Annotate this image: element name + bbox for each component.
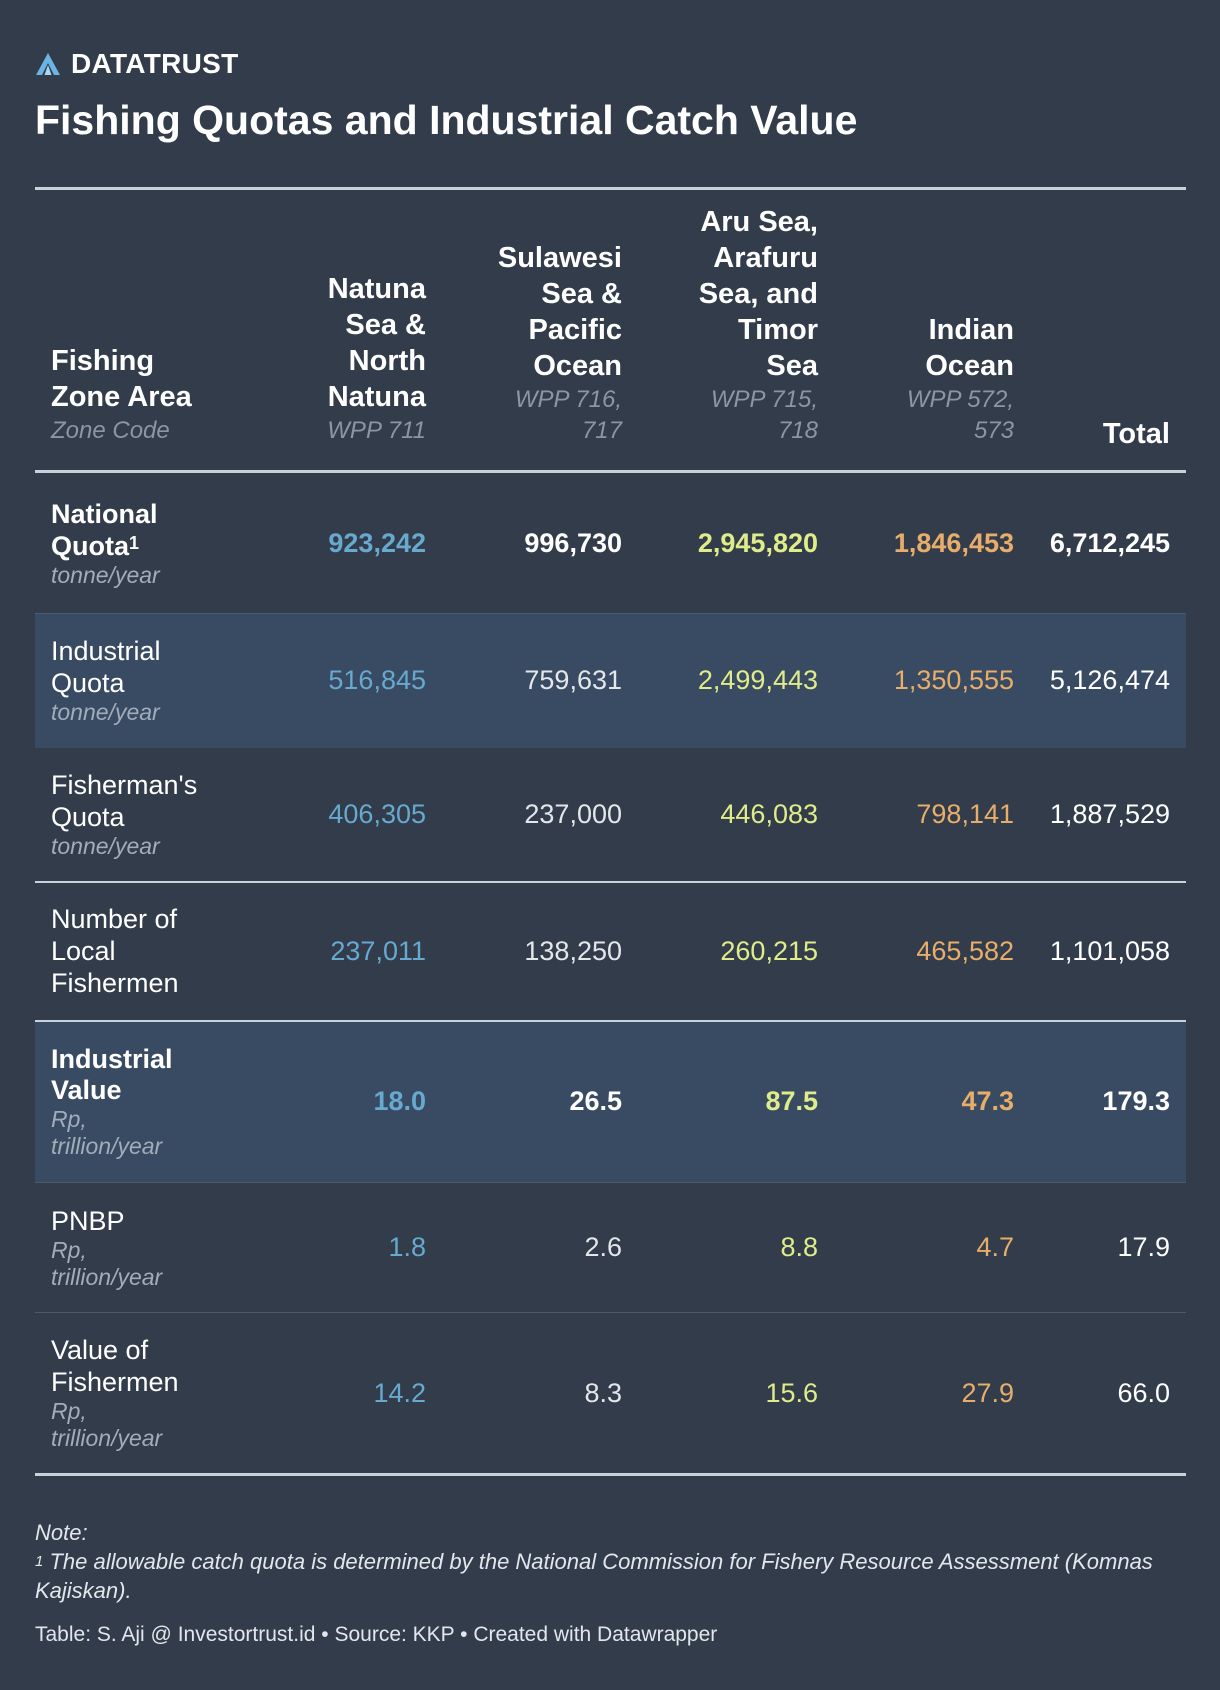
cell-value: 26.5 <box>426 1020 622 1184</box>
cell-value: 237,011 <box>231 881 426 1022</box>
row-label: National Quota <box>51 498 158 561</box>
row-label-cell: PNBP Rp, trillion/year <box>35 1182 231 1314</box>
cell-total: 5,126,474 <box>1014 613 1186 748</box>
cell-value: 2,499,443 <box>622 613 818 748</box>
header-zone-2: Sulawesi Sea & Pacific Ocean WPP 716, 71… <box>426 189 622 472</box>
row-label-cell: Industrial Value Rp, trillion/year <box>35 1020 231 1184</box>
row-label: Industrial Value <box>51 1043 173 1105</box>
cell-total: 1,101,058 <box>1014 881 1186 1022</box>
cell-value: 923,242 <box>231 471 426 615</box>
row-label: Fisherman's Quota <box>51 769 198 832</box>
row-label-cell: Number of Local Fishermen <box>35 881 231 1022</box>
cell-value: 996,730 <box>426 471 622 615</box>
row-value-of-fishermen: Value of Fishermen Rp, trillion/year 14.2… <box>35 1312 1186 1477</box>
note-heading: Note: <box>35 1520 88 1546</box>
notes: Note: 1 The allowable catch quota is det… <box>35 1518 1185 1605</box>
zone-name: Natuna Sea & North Natuna <box>327 273 426 414</box>
row-label-cell: National Quota1 tonne/year <box>35 471 231 615</box>
row-label-cell: Industrial Quota tonne/year <box>35 613 231 748</box>
cell-value: 138,250 <box>426 881 622 1022</box>
header-row: Fishing Zone Area Zone Code Natuna Sea &… <box>35 188 1186 472</box>
zone-name: Aru Sea, Arafuru Sea, and Timor Sea <box>698 206 818 383</box>
zone-code: WPP 716, 717 <box>514 386 622 445</box>
header-sub: Zone Code <box>51 417 170 445</box>
cell-value: 446,083 <box>622 747 818 883</box>
footnote-mark: 1 <box>129 532 140 553</box>
header-fishing-zone: Fishing Zone Area Zone Code <box>35 189 231 472</box>
cell-value: 1,846,453 <box>818 471 1014 615</box>
cell-total: 179.3 <box>1014 1020 1186 1184</box>
row-unit: tonne/year <box>51 699 160 726</box>
row-industrial-quota: Industrial Quota tonne/year 516,845 759,6… <box>35 613 1186 748</box>
zone-name: Sulawesi Sea & Pacific Ocean <box>497 242 622 383</box>
zone-code: WPP 572, 573 <box>906 386 1014 445</box>
cell-total: 1,887,529 <box>1014 747 1186 883</box>
cell-value: 2,945,820 <box>622 471 818 615</box>
footnote-text: The allowable catch quota is determined … <box>35 1549 1153 1604</box>
cell-value: 4.7 <box>818 1182 1014 1314</box>
zone-code: WPP 715, 718 <box>710 386 818 445</box>
footnote: 1 The allowable catch quota is determine… <box>35 1547 1185 1605</box>
zone-name: Indian Ocean <box>925 314 1014 383</box>
cell-total: 17.9 <box>1014 1182 1186 1314</box>
cell-value: 87.5 <box>622 1020 818 1184</box>
brand-name: DATATRUST <box>71 48 239 79</box>
cell-value: 516,845 <box>231 613 426 748</box>
cell-total: 66.0 <box>1014 1312 1186 1477</box>
header-total: Total <box>1102 418 1170 451</box>
header-zone-1: Natuna Sea & North Natuna WPP 711 <box>231 189 426 472</box>
cell-value: 27.9 <box>818 1312 1014 1477</box>
header-label: Fishing Zone Area <box>51 345 192 414</box>
cell-value: 759,631 <box>426 613 622 748</box>
data-table: Fishing Zone Area Zone Code Natuna Sea &… <box>35 187 1186 1477</box>
cell-value: 1,350,555 <box>818 613 1014 748</box>
row-label-cell: Fisherman's Quota tonne/year <box>35 747 231 883</box>
row-fishermans-quota: Fisherman's Quota tonne/year 406,305 237,… <box>35 747 1186 883</box>
cell-total: 6,712,245 <box>1014 471 1186 615</box>
cell-value: 237,000 <box>426 747 622 883</box>
cell-value: 47.3 <box>818 1020 1014 1184</box>
row-label: Industrial Quota <box>51 636 161 699</box>
row-unit: tonne/year <box>51 832 160 859</box>
cell-value: 8.8 <box>622 1182 818 1314</box>
row-label: Number of Local Fishermen <box>51 904 179 999</box>
cell-value: 406,305 <box>231 747 426 883</box>
row-pnbp: PNBP Rp, trillion/year 1.8 2.6 8.8 4.7 17… <box>35 1182 1186 1314</box>
cell-value: 260,215 <box>622 881 818 1022</box>
triangle-logo-icon <box>36 53 60 75</box>
cell-value: 15.6 <box>622 1312 818 1477</box>
row-label: PNBP <box>51 1205 125 1236</box>
row-unit: tonne/year <box>51 561 160 588</box>
cell-value: 2.6 <box>426 1182 622 1314</box>
cell-value: 1.8 <box>231 1182 426 1314</box>
footnote-mark: 1 <box>35 1553 44 1571</box>
row-national-quota: National Quota1 tonne/year 923,242 996,73… <box>35 471 1186 615</box>
header-zone-4: Indian Ocean WPP 572, 573 <box>818 189 1014 472</box>
source-line: Table: S. Aji @ Investortrust.id • Sourc… <box>35 1623 718 1647</box>
header-zone-3: Aru Sea, Arafuru Sea, and Timor Sea WPP … <box>622 189 818 472</box>
row-unit: Rp, trillion/year <box>51 1105 163 1159</box>
brand: DATATRUST <box>35 48 1185 80</box>
row-industrial-value: Industrial Value Rp, trillion/year 18.0 2… <box>35 1020 1186 1184</box>
cell-value: 14.2 <box>231 1312 426 1477</box>
row-unit: Rp, trillion/year <box>51 1398 163 1452</box>
cell-value: 8.3 <box>426 1312 622 1477</box>
cell-value: 18.0 <box>231 1020 426 1184</box>
row-label-cell: Value of Fishermen Rp, trillion/year <box>35 1312 231 1477</box>
row-unit: Rp, trillion/year <box>51 1236 163 1290</box>
zone-code: WPP 711 <box>327 417 426 445</box>
row-local-fishermen: Number of Local Fishermen 237,011 138,25… <box>35 881 1186 1022</box>
page-title: Fishing Quotas and Industrial Catch Valu… <box>35 97 858 143</box>
cell-value: 465,582 <box>818 881 1014 1022</box>
row-label: Value of Fishermen <box>51 1335 179 1398</box>
cell-value: 798,141 <box>818 747 1014 883</box>
